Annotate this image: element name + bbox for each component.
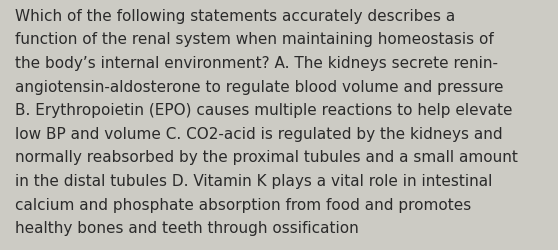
Text: normally reabsorbed by the proximal tubules and a small amount: normally reabsorbed by the proximal tubu… — [15, 150, 518, 165]
Text: angiotensin-aldosterone to regulate blood volume and pressure: angiotensin-aldosterone to regulate bloo… — [15, 79, 503, 94]
Text: calcium and phosphate absorption from food and promotes: calcium and phosphate absorption from fo… — [15, 197, 472, 212]
Text: healthy bones and teeth through ossification: healthy bones and teeth through ossifica… — [15, 220, 359, 235]
Text: function of the renal system when maintaining homeostasis of: function of the renal system when mainta… — [15, 32, 494, 47]
Text: low BP and volume C. CO2-acid is regulated by the kidneys and: low BP and volume C. CO2-acid is regulat… — [15, 126, 503, 141]
Text: in the distal tubules D. Vitamin K plays a vital role in intestinal: in the distal tubules D. Vitamin K plays… — [15, 173, 493, 188]
Text: the body’s internal environment? A. The kidneys secrete renin-: the body’s internal environment? A. The … — [15, 56, 498, 71]
Text: Which of the following statements accurately describes a: Which of the following statements accura… — [15, 9, 455, 24]
Text: B. Erythropoietin (EPO) causes multiple reactions to help elevate: B. Erythropoietin (EPO) causes multiple … — [15, 103, 513, 118]
